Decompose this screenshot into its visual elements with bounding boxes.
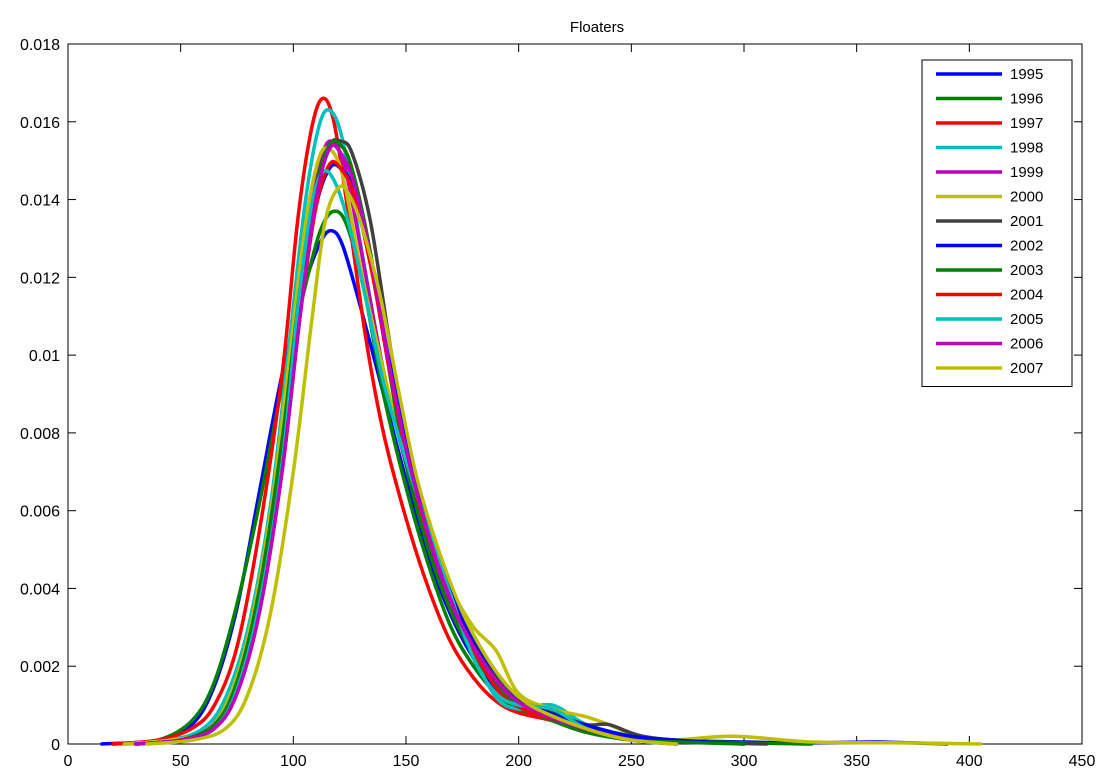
legend-label: 2004 [1010,287,1043,304]
y-tick-label: 0.004 [20,581,60,598]
plot-area-frame [67,43,1083,745]
legend-label: 1996 [1010,91,1043,108]
x-tick-label: 0 [64,753,73,770]
legend-label: 2005 [1010,311,1043,328]
x-tick-label: 400 [956,753,983,770]
x-tick-label: 350 [843,753,870,770]
y-tick-label: 0.014 [20,193,60,210]
series-line-2007 [145,184,679,746]
y-tick-label: 0.01 [29,348,60,365]
legend-label: 1997 [1010,115,1043,132]
legend-label: 2000 [1010,189,1043,206]
x-tick-label: 150 [393,753,420,770]
legend-label: 2007 [1010,360,1043,377]
legend-label: 1998 [1010,140,1043,157]
legend-label: 2002 [1010,238,1043,255]
series-line-1997 [111,96,679,746]
x-tick-label: 300 [731,753,758,770]
y-tick-label: 0.016 [20,115,60,132]
legend-label: 2006 [1010,336,1043,353]
chart-title: Floaters [570,19,624,36]
legend-box [921,59,1073,387]
series-line-2006 [133,143,679,746]
legend: 1995 1996 1997 1998 1999 2000 2001 2002 2003 2004… [921,59,1073,387]
x-tick-label: 100 [280,753,307,770]
x-tick-label: 50 [172,753,190,770]
series-line-2000 [122,146,983,746]
y-tick-label: 0.018 [20,37,60,54]
series-line-2002 [133,162,746,746]
legend-label: 1999 [1010,164,1043,181]
y-tick-label: 0.006 [20,504,60,521]
legend-label: 1995 [1010,66,1043,83]
x-tick-label: 450 [1069,753,1096,770]
x-tick-label: 200 [505,753,532,770]
y-tick-label: 0.008 [20,426,60,443]
y-tick-label: 0 [51,737,60,754]
series-line-2005 [133,168,679,746]
y-tick-label: 0.002 [20,659,60,676]
y-tick-label: 0.012 [20,270,60,287]
series-line-1995 [100,228,949,746]
series-line-2001 [133,138,769,746]
x-tick-label: 250 [618,753,645,770]
ticks-layer: 0 50 100 150 200 250 300 350 400 450 0 0.002 0.004 0.… [20,37,1095,770]
series-layer [100,96,983,746]
legend-label: 2001 [1010,213,1043,230]
legend-label: 2003 [1010,262,1043,279]
